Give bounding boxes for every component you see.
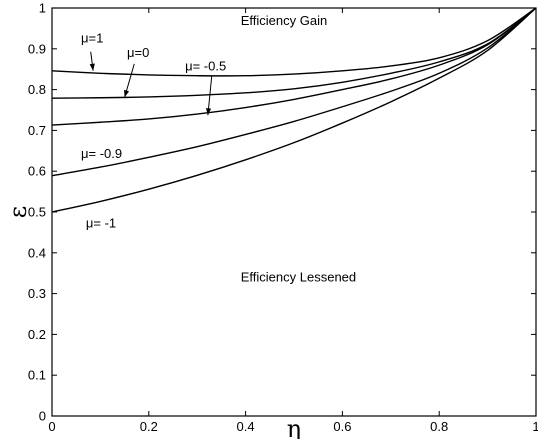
- y-tick-label: 0.4: [28, 245, 46, 260]
- annotation-mu1: μ=1: [81, 31, 103, 46]
- annotation-mu-05: μ= -0.5: [185, 58, 226, 73]
- series-line-4: [51, 7, 537, 213]
- y-tick-label: 0.2: [28, 327, 46, 342]
- x-tick-label: 0.8: [430, 419, 448, 434]
- y-tick-label: 0.6: [28, 164, 46, 179]
- region-label-gain: Efficiency Gain: [241, 13, 327, 28]
- y-axis-label: ε: [4, 206, 32, 218]
- y-tick-label: 0.9: [28, 41, 46, 56]
- ticks: 0 0.2 0.4 0.6 0.8 1 0 0.1 0.2 0.3 0.4 0.5 0.6 0.7 0.8 0…: [28, 1, 538, 435]
- arrowhead-mu-05: [205, 108, 212, 116]
- x-tick-label: 1: [532, 419, 538, 434]
- x-tick-label: 0: [48, 419, 55, 434]
- y-tick-label: 0.8: [28, 82, 46, 97]
- plot-frame: [51, 7, 537, 417]
- arrowhead-mu0: [124, 89, 130, 98]
- series: [51, 7, 537, 213]
- annotation-mu-09: μ= -0.9: [81, 146, 122, 161]
- series-line-0: [51, 7, 537, 77]
- y-tick-label: 1: [39, 1, 46, 16]
- y-tick-label: 0.7: [28, 123, 46, 138]
- y-tick-label: 0: [39, 409, 46, 424]
- annotations: μ=1 μ=0 μ= -0.5 μ= -0.9 μ= -1: [81, 31, 226, 231]
- arrowhead-mu1: [89, 63, 95, 71]
- series-line-2: [51, 7, 537, 126]
- series-line-3: [51, 7, 537, 177]
- series-line-1: [51, 7, 537, 99]
- region-label-lessened: Efficiency Lessened: [241, 269, 356, 284]
- annotation-mu0: μ=0: [127, 45, 149, 60]
- x-tick-label: 0.6: [333, 419, 351, 434]
- y-tick-label: 0.1: [28, 368, 46, 383]
- annotation-mu-1: μ= -1: [86, 216, 116, 231]
- x-tick-label: 0.2: [140, 419, 158, 434]
- x-axis-label: η: [287, 415, 301, 439]
- y-tick-label: 0.3: [28, 286, 46, 301]
- y-tick-label: 0.5: [28, 205, 46, 220]
- region-labels: Efficiency Gain Efficiency Lessened: [241, 13, 356, 284]
- x-tick-label: 0.4: [237, 419, 255, 434]
